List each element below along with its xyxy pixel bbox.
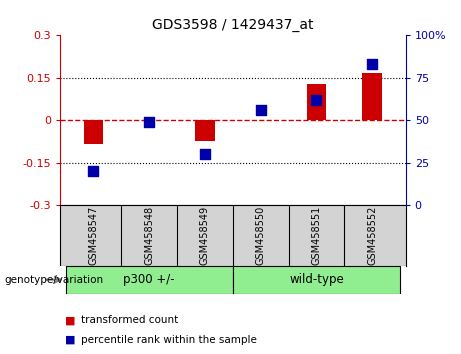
Bar	[195, 120, 215, 141]
Bar	[362, 73, 382, 120]
Point	[201, 152, 209, 157]
Text: GSM458551: GSM458551	[312, 206, 321, 265]
Point	[257, 107, 264, 113]
Text: p300 +/-: p300 +/-	[124, 273, 175, 286]
Bar	[83, 120, 103, 144]
Text: ■: ■	[65, 335, 75, 345]
Text: GSM458550: GSM458550	[256, 206, 266, 265]
Title: GDS3598 / 1429437_at: GDS3598 / 1429437_at	[152, 18, 313, 32]
Bar	[65, 266, 233, 294]
Point	[90, 169, 97, 174]
Text: genotype/variation: genotype/variation	[5, 275, 104, 285]
Text: ■: ■	[65, 315, 75, 325]
Text: GSM458549: GSM458549	[200, 206, 210, 265]
Point	[368, 62, 376, 67]
Text: percentile rank within the sample: percentile rank within the sample	[81, 335, 257, 345]
Text: wild-type: wild-type	[289, 273, 344, 286]
Point	[146, 119, 153, 125]
Text: GSM458552: GSM458552	[367, 206, 377, 265]
Point	[313, 97, 320, 103]
Text: transformed count: transformed count	[81, 315, 178, 325]
Text: GSM458547: GSM458547	[89, 206, 98, 265]
Bar	[307, 84, 326, 120]
Text: GSM458548: GSM458548	[144, 206, 154, 265]
Bar	[233, 266, 400, 294]
